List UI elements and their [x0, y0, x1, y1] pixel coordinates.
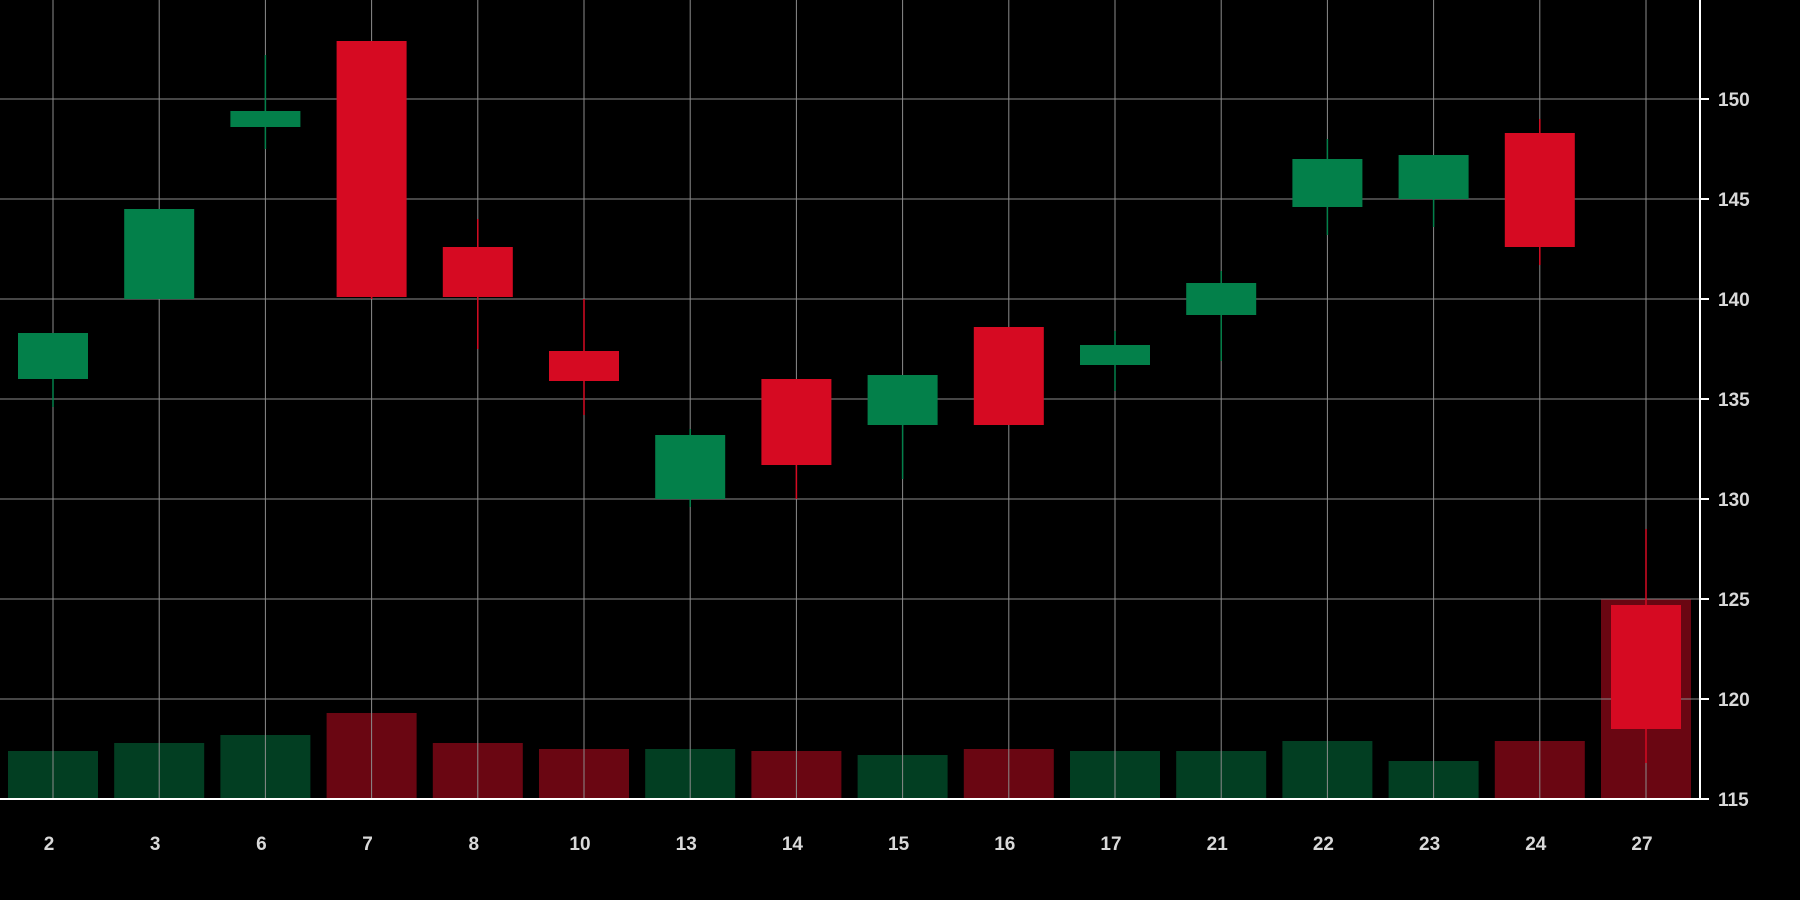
candle-7: [336, 41, 407, 299]
grid-lines: [0, 0, 1700, 799]
candle-body-23: [1398, 155, 1469, 199]
candle-17: [1080, 331, 1150, 391]
candle-6: [230, 55, 301, 149]
x-tick-label: 13: [676, 834, 697, 855]
y-tick-label: 130: [1718, 490, 1750, 511]
candle-body-27: [1611, 605, 1681, 729]
y-tick-label: 135: [1718, 390, 1750, 411]
candle-body-3: [124, 209, 195, 299]
candle-21: [1186, 271, 1257, 361]
candle-2: [18, 333, 88, 407]
x-tick-label: 8: [469, 834, 480, 855]
candle-8: [442, 219, 513, 349]
candle-3: [124, 209, 195, 299]
y-tick-label: 120: [1718, 690, 1750, 711]
candle-body-13: [655, 435, 726, 499]
candle-14: [761, 379, 832, 499]
x-tick-label: 24: [1525, 834, 1547, 855]
candle-body-14: [761, 379, 832, 465]
candle-body-6: [230, 111, 301, 127]
x-tick-label: 16: [994, 834, 1015, 855]
candle-body-24: [1504, 133, 1575, 247]
axes: [0, 0, 1709, 800]
y-tick-label: 115: [1718, 790, 1749, 811]
x-tick-label: 14: [782, 834, 804, 855]
x-tick-label: 27: [1631, 834, 1652, 855]
y-tick-label: 145: [1718, 190, 1750, 211]
y-tick-label: 140: [1718, 290, 1750, 311]
candle-body-16: [973, 327, 1044, 425]
x-tick-label: 3: [150, 834, 161, 855]
x-tick-label: 22: [1313, 834, 1334, 855]
x-tick-label: 21: [1207, 834, 1229, 855]
candle-body-21: [1186, 283, 1257, 315]
candle-body-10: [549, 351, 619, 381]
x-tick-label: 15: [888, 834, 910, 855]
x-tick-label: 6: [256, 834, 267, 855]
candle-body-15: [867, 375, 938, 425]
y-tick-label: 150: [1718, 90, 1750, 111]
candle-27: [1611, 529, 1681, 763]
candle-13: [655, 429, 726, 507]
candle-22: [1292, 139, 1363, 235]
x-tick-label: 17: [1100, 834, 1121, 855]
candle-body-7: [336, 41, 407, 297]
candle-15: [867, 375, 938, 479]
candle-body-22: [1292, 159, 1363, 207]
candle-body-8: [442, 247, 513, 297]
candle-16: [973, 327, 1044, 425]
x-tick-label: 7: [362, 834, 373, 855]
candle-23: [1398, 155, 1469, 227]
candles: [18, 41, 1681, 763]
candle-body-2: [18, 333, 88, 379]
x-tick-label: 23: [1419, 834, 1440, 855]
y-tick-label: 125: [1718, 590, 1750, 611]
candle-body-17: [1080, 345, 1150, 365]
x-tick-label: 2: [44, 834, 55, 855]
candle-24: [1504, 119, 1575, 265]
x-tick-label: 10: [569, 834, 590, 855]
candle-10: [549, 299, 619, 415]
